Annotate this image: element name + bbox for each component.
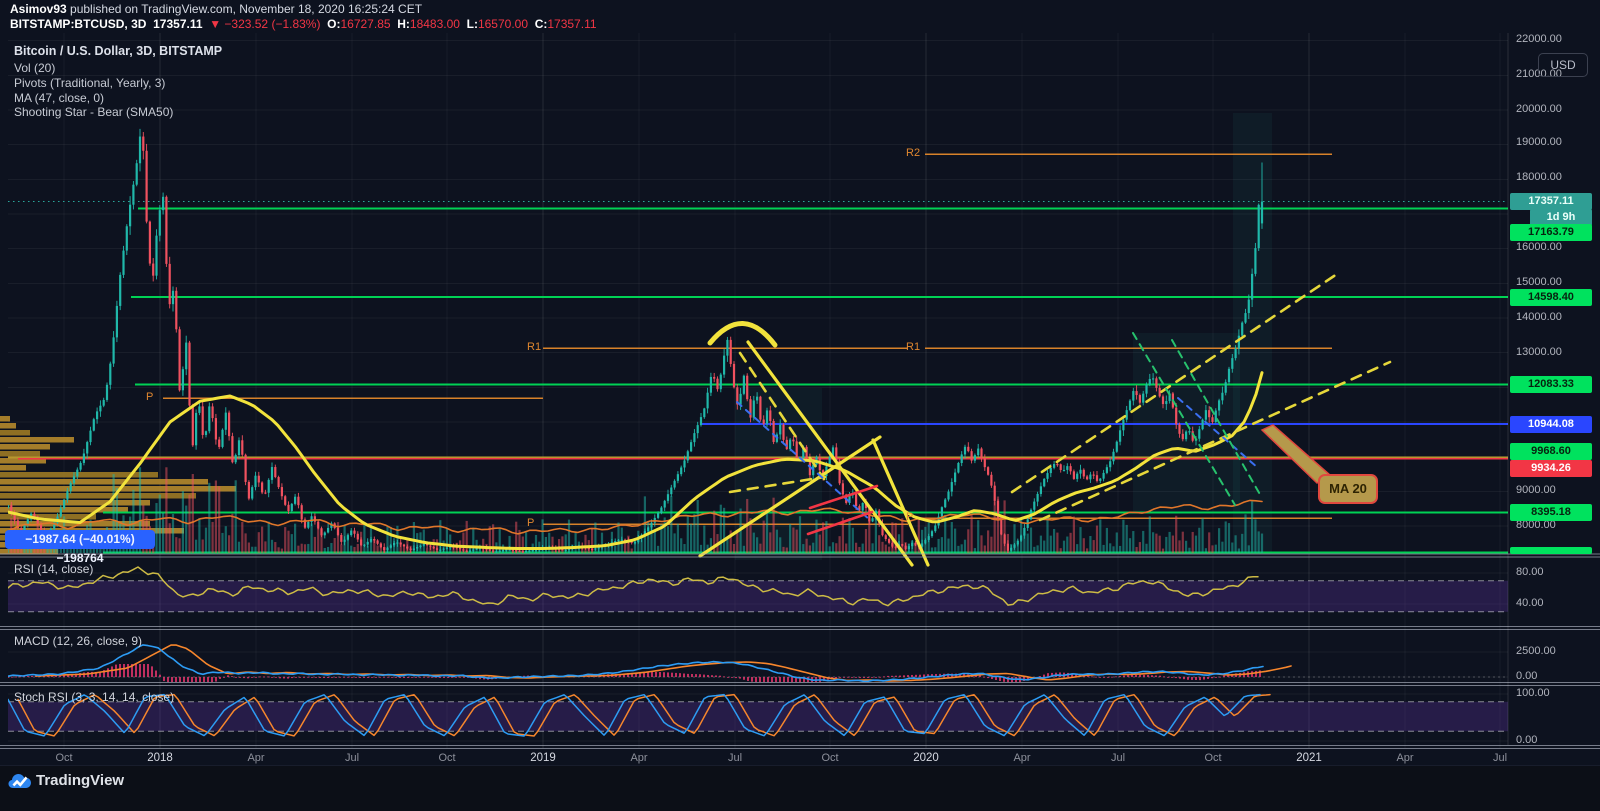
time-axis-label: Jul	[727, 752, 743, 764]
time-axis-label: Jul	[1492, 752, 1508, 764]
pivot-level-label: R1	[527, 341, 542, 353]
tradingview-brand-text[interactable]: TradingView	[36, 772, 125, 789]
time-axis-label: Jul	[1110, 752, 1126, 764]
rsi-tick-label: 80.00	[1516, 566, 1544, 578]
stoch-tick-label: 0.00	[1516, 734, 1538, 746]
time-axis-label: 2019	[530, 752, 556, 764]
time-axis-label: Oct	[1204, 752, 1222, 764]
time-axis-label: Oct	[821, 752, 839, 764]
price-change: ▼ −323.52 (−1.83%)	[209, 17, 321, 31]
macd-tick-label: 0.00	[1516, 670, 1538, 682]
price-tick-label: 19000.00	[1516, 136, 1562, 148]
footer-bar: TradingView	[0, 766, 1600, 811]
time-axis-label: Jul	[344, 752, 360, 764]
price-tick-label: 18000.00	[1516, 171, 1562, 183]
header-line-2: BITSTAMP:BTCUSD, 3D 17357.11 ▼ −323.52 (…	[10, 17, 597, 31]
header-line-1: Asimov93 published on TradingView.com, N…	[10, 2, 422, 16]
price-axis-badge: 14598.40	[1510, 288, 1592, 306]
price-axis-badge: 8395.18	[1510, 503, 1592, 521]
price-tick-label: 14000.00	[1516, 311, 1562, 323]
price-axis-badge: 9934.26	[1510, 459, 1592, 477]
legend-row-shooting-star[interactable]: Shooting Star - Bear (SMA50)	[14, 105, 174, 120]
price-axis-badge: 17163.79	[1510, 223, 1592, 241]
price-axis-badge: 12083.33	[1510, 375, 1592, 393]
macd-tick-label: 2500.00	[1516, 645, 1556, 657]
author-name: Asimov93	[10, 2, 67, 16]
price-tick-label: 22000.00	[1516, 33, 1562, 45]
low-key: L:	[466, 17, 478, 31]
time-axis-label: Apr	[1013, 752, 1031, 764]
price-tick-label: 16000.00	[1516, 241, 1562, 253]
price-axis-badge	[1510, 547, 1592, 554]
pivot-level-label: P	[527, 517, 535, 529]
high-key: H:	[397, 17, 410, 31]
published-text: published on TradingView.com, November 1…	[66, 2, 423, 16]
time-axis-label: Oct	[55, 752, 73, 764]
time-axis-label: 2020	[913, 752, 939, 764]
rsi-pane-label[interactable]: RSI (14, close)	[14, 562, 94, 576]
close-key: C:	[534, 17, 548, 31]
macd-pane-label[interactable]: MACD (12, 26, close, 9)	[14, 634, 143, 648]
pivot-level-label: R1	[906, 341, 921, 353]
open-key: O:	[327, 17, 341, 31]
tradingview-logo-icon[interactable]	[8, 771, 34, 793]
legend-row-volume[interactable]: Vol (20)	[14, 61, 56, 75]
time-axis-label: Apr	[247, 752, 265, 764]
open-value: 16727.85	[340, 17, 391, 31]
stoch-tick-label: 100.00	[1516, 687, 1550, 699]
price-axis-badge: 10944.08	[1510, 415, 1592, 433]
volume-readout-badge: −1987.64 (−40.01%) −198764	[5, 530, 155, 565]
price-tick-label: 8000.00	[1516, 519, 1556, 531]
time-axis-label: 2021	[1296, 752, 1322, 764]
time-axis-label: 2018	[147, 752, 173, 764]
rsi-tick-label: 40.00	[1516, 597, 1544, 609]
price-axis-badge: 9968.60	[1510, 442, 1592, 460]
price-tick-label: 13000.00	[1516, 346, 1562, 358]
pivot-level-label: P	[146, 391, 154, 403]
high-value: 18483.00	[409, 17, 460, 31]
price-axis-badge: 1d 9h	[1530, 208, 1592, 226]
pivot-level-label: R2	[906, 147, 921, 159]
price-axis-badge: 17357.11	[1510, 192, 1592, 210]
currency-unit-button[interactable]: USD	[1538, 53, 1588, 77]
chart-legend: Bitcoin / U.S. Dollar, 3D, BITSTAMP Vol …	[14, 44, 222, 120]
last-price: 17357.11	[153, 17, 203, 31]
time-axis-label: Apr	[630, 752, 648, 764]
legend-title[interactable]: Bitcoin / U.S. Dollar, 3D, BITSTAMP	[14, 44, 223, 58]
price-tick-label: 9000.00	[1516, 484, 1556, 496]
ma20-callout-label[interactable]: MA 20	[1318, 474, 1378, 504]
symbol-title: BITSTAMP:BTCUSD, 3D	[10, 17, 147, 31]
price-tick-label: 15000.00	[1516, 276, 1562, 288]
pivot-level-label: P	[906, 511, 914, 523]
time-axis-label: Oct	[438, 752, 456, 764]
time-axis-label: Apr	[1396, 752, 1414, 764]
legend-row-pivots[interactable]: Pivots (Traditional, Yearly, 3)	[14, 75, 166, 90]
low-value: 16570.00	[477, 17, 529, 31]
close-value: 17357.11	[547, 17, 597, 31]
price-tick-label: 20000.00	[1516, 103, 1562, 115]
stoch-pane-label[interactable]: Stoch RSI (3, 3, 14, 14, close)	[14, 690, 175, 704]
legend-row-ma[interactable]: MA (47, close, 0)	[14, 90, 105, 105]
